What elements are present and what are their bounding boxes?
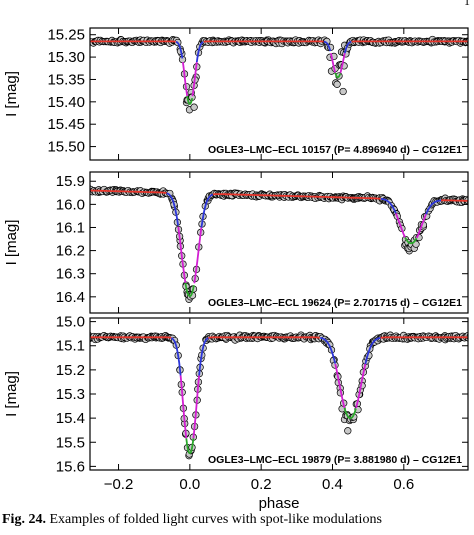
panel-frame [89,27,469,161]
data-point [469,37,474,44]
model-egress-edge [425,199,442,215]
data-point [467,198,468,202]
plot-area [90,331,468,460]
panels-group: 15.25 15.30 15.35 15.40 15.45 15.50 I [mag] OGL… [3,27,474,512]
model-out-of-eclipse [208,336,320,339]
model-ingress [395,213,406,238]
model-eclipse-bottom [404,237,418,245]
model-ingress [330,53,337,73]
x-tick-label: 0.4 [322,476,343,493]
model-ingress [177,226,187,284]
page-number: 1 [464,0,470,8]
y-tick-label: 16.2 [56,243,85,260]
x-tick-label: 0.2 [251,476,272,493]
x-tick-label: 0.0 [179,476,200,493]
data-point [344,427,352,435]
model-out-of-eclipse [90,189,167,194]
model-ingress-edge [166,192,179,226]
y-tick-label: 16.1 [56,219,85,236]
y-tick-label: 16.0 [56,196,85,213]
model-ingress-edge [170,337,182,376]
model-ingress [179,375,188,439]
model-eclipse-bottom [184,282,195,298]
y-axis-label: I [mag] [3,371,20,417]
model-egress [191,61,198,97]
data-points [90,35,474,114]
plot-area [90,185,468,303]
model-egress [193,227,203,284]
light-curve-figure: 15.25 15.30 15.35 15.40 15.45 15.50 I [mag] OGL… [3,27,474,512]
y-tick-label: 15.6 [56,458,85,475]
model-eclipse-bottom [343,407,357,420]
x-tick-label: −0.2 [104,476,134,493]
x-tick-label: 0.6 [393,476,414,493]
y-tick-label: 15.40 [47,94,85,111]
panel-2: 15.9 16.0 16.1 16.2 16.3 16.4 I [mag] OGLE3–LMC… [3,171,469,314]
model-ingress [334,363,346,409]
model-eclipse-bottom [185,438,195,455]
y-tick-label: 15.1 [56,338,85,355]
model-eclipse-bottom [334,72,342,79]
y-tick-label: 15.50 [47,139,85,156]
y-tick-label: 15.45 [47,116,85,133]
model-egress-edge [198,337,209,376]
caption-label: Fig. 24. [2,512,46,527]
panel-annotation: OGLE3–LMC–ECL 19879 (P= 3.881980 d) – CG… [208,454,462,466]
panel-3: 15.0 15.1 15.2 15.3 15.4 15.5 15.6 I [mag] OGLE3… [3,314,469,512]
model-egress-edge [343,40,352,54]
model-ingress [182,61,189,97]
data-point [467,199,468,203]
model-out-of-eclipse [90,336,172,339]
model-ingress-edge [380,197,397,214]
model-egress [339,53,346,73]
data-point [339,87,347,96]
model-out-of-eclipse [380,336,468,339]
caption-text: Examples of folded light curves with spo… [49,512,382,527]
model-egress-edge [364,336,381,365]
y-tick-label: 15.2 [56,362,85,379]
y-axis-label: I [mag] [3,71,20,117]
data-point [333,80,341,88]
model-egress [355,363,367,409]
panel-1: 15.25 15.30 15.35 15.40 15.45 15.50 I [mag] OGL… [3,27,474,161]
x-axis-label: phase [259,495,300,512]
model-ingress-edge [175,40,184,59]
y-tick-label: 15.25 [47,27,85,44]
y-tick-label: 15.35 [47,71,85,88]
model-egress-edge [200,193,214,228]
data-point [467,40,468,44]
y-tick-label: 15.9 [56,173,85,190]
data-points [90,331,468,460]
figure-caption: Fig. 24. Examples of folded light curves… [2,512,474,528]
panel-annotation: OGLE3–LMC–ECL 10157 (P= 4.896940 d) – CG… [208,144,462,156]
model-ingress-edge [320,336,337,364]
model-egress [192,375,200,439]
model-ingress-edge [323,40,332,52]
model-egress-edge [195,41,204,63]
y-tick-label: 15.0 [56,314,85,331]
model-egress [415,213,427,239]
plot-area [90,35,474,114]
panel-frame [89,171,469,314]
y-tick-label: 15.5 [56,434,85,451]
y-tick-label: 16.3 [56,266,85,283]
panel-annotation: OGLE3–LMC–ECL 19624 (P= 2.701715 d) – CG… [208,297,462,309]
model-out-of-eclipse [212,193,381,200]
y-tick-label: 15.30 [47,49,85,66]
data-point [467,335,468,338]
y-axis-label: I [mag] [3,220,20,266]
y-tick-label: 15.4 [56,410,85,427]
model-eclipse-bottom [186,95,194,106]
y-tick-label: 15.3 [56,386,85,403]
data-point [190,103,198,111]
y-tick-label: 16.4 [56,289,85,306]
data-points [90,185,468,303]
model-out-of-eclipse [441,199,468,202]
